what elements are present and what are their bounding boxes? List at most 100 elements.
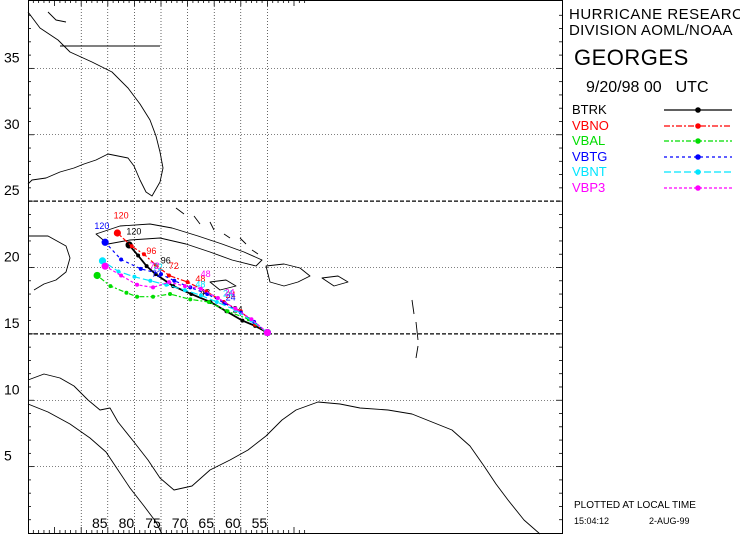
lesser-antilles — [411, 299, 419, 359]
track-line-vbp3 — [104, 265, 268, 334]
track-point-vbp3 — [233, 306, 238, 311]
track-line-vbno — [116, 232, 268, 334]
legend-label: BTRK — [572, 102, 607, 117]
us-coastline — [27, 11, 164, 197]
track-map: 244896120244872961202472120244872244872 … — [4, 0, 563, 535]
forecast-tracks: 244896120244872961202472120244872244872 — [93, 210, 271, 337]
legend-label: VBAL — [572, 133, 606, 148]
lon-tick-label: 80 — [119, 515, 135, 531]
track-vbnt: 24 48 72 — [98, 257, 271, 337]
track-hour-label-vbtg: 72 — [152, 269, 162, 279]
legend-swatch — [664, 107, 732, 113]
track-point-vbnt — [116, 269, 121, 274]
lat-tick-label: 35 — [4, 49, 20, 65]
bahamas-islands — [175, 207, 259, 255]
track-hour-label-vbp3: 48 — [201, 269, 211, 279]
legend-swatch — [664, 169, 732, 175]
track-point-vbal — [168, 292, 173, 297]
track-point-vbp3 — [151, 285, 156, 290]
track-hour-label-btrk: 96 — [161, 256, 171, 266]
org-line-2: DIVISION AOML/NOAA — [569, 22, 733, 39]
track-point-vbal — [206, 300, 211, 305]
track-point-vbtg — [159, 272, 163, 277]
track-point-vbal — [108, 284, 113, 289]
track-point-vbno — [129, 244, 134, 249]
track-hour-label-vbp3: 72 — [150, 261, 160, 271]
track-hour-label-vbno: 24 — [226, 290, 236, 300]
jamaica-coastline — [209, 279, 237, 291]
run-time: 15:04:12 — [574, 516, 610, 526]
legend-swatch — [664, 138, 732, 144]
legend-label: VBNO — [572, 117, 609, 133]
track-point-vbno — [185, 280, 190, 285]
run-date: 2-AUG-99 — [649, 516, 690, 526]
map-axis-labels: 85 80 75 70 65 60 55 35 30 25 20 15 10 5 — [4, 49, 267, 531]
plotted-note: PLOTTED AT LOCAL TIME — [574, 500, 696, 511]
great-lakes-border — [47, 11, 160, 47]
track-hour-label-vbnt: 72 — [153, 262, 163, 272]
track-hour-label-vbno: 48 — [195, 274, 205, 284]
track-vbp3: 24 48 72 — [101, 261, 271, 337]
lat-tick-label: 30 — [4, 116, 20, 132]
track-point-vbtg — [138, 266, 143, 271]
track-hour-label-vbp3: 24 — [225, 287, 235, 297]
track-point-vbal — [93, 271, 101, 280]
lat-tick-label: 5 — [4, 448, 12, 464]
org-line-1: HURRICANE RESEARCH — [569, 6, 740, 23]
track-hour-label-vbnt: 24 — [223, 289, 233, 299]
timezone-label: UTC — [675, 79, 709, 96]
track-line-vbtg — [104, 241, 268, 334]
track-point-vbp3 — [215, 296, 220, 301]
legend-swatch-dot — [695, 138, 701, 144]
legend-label: VBNT — [572, 164, 607, 179]
track-point-vbnt — [98, 257, 107, 265]
map-grid — [28, 0, 562, 533]
legend-swatch-dot — [695, 184, 701, 191]
legend-item-vbno: VBNO — [572, 118, 737, 134]
central-america-coastline — [27, 373, 541, 535]
track-point-vbal — [135, 294, 140, 299]
legend-label: VBP3 — [572, 179, 606, 195]
lat-tick-label: 20 — [4, 249, 20, 265]
legend-swatch — [664, 153, 732, 160]
track-point-vbp3 — [101, 262, 109, 270]
track-hour-label-vbtg: 24 — [226, 293, 236, 303]
legend-item-vbnt: VBNT — [572, 164, 737, 180]
legend-item-vbp3: VBP3 — [572, 180, 737, 196]
track-point-vbtg — [101, 238, 109, 246]
central-america-pacific — [27, 403, 163, 535]
puerto-rico-coastline — [321, 275, 349, 287]
track-point-vbp3 — [119, 273, 124, 278]
lon-tick-label: 65 — [198, 515, 214, 531]
coastlines — [27, 11, 541, 535]
track-point-vbp3 — [263, 328, 271, 337]
track-hour-label-vbno: 72 — [169, 261, 179, 271]
storm-name: GEORGES — [574, 45, 689, 70]
legend-label: VBTG — [572, 148, 608, 164]
track-point-vbp3 — [182, 284, 187, 289]
legend-swatch-dot — [695, 169, 701, 175]
track-point-vbp3 — [249, 317, 254, 322]
track-point-vbal — [225, 309, 230, 314]
track-point-vbal — [188, 297, 193, 302]
lon-tick-label: 60 — [225, 515, 241, 531]
track-point-btrk — [144, 264, 149, 269]
track-point-vbnt — [148, 278, 153, 283]
map-frame — [28, 0, 563, 534]
forecast-datetime: 9/20/98 00 UTC — [586, 79, 709, 97]
track-point-vbp3 — [166, 280, 171, 285]
track-point-vbno — [153, 262, 158, 267]
lon-tick-label: 55 — [252, 515, 268, 531]
track-point-vbtg — [119, 257, 124, 262]
track-hour-label-vbnt: 48 — [195, 279, 205, 289]
legend-swatch — [664, 184, 732, 191]
legend-swatch-dot — [695, 107, 701, 113]
yucatan-coastline — [28, 235, 71, 291]
legend-swatch — [664, 122, 732, 129]
track-point-vbno — [113, 229, 121, 237]
track-point-vbnt — [182, 288, 187, 293]
track-point-btrk — [240, 318, 245, 323]
track-vbtg: 24 72 120 — [94, 221, 271, 337]
lon-tick-label: 70 — [172, 515, 188, 531]
track-point-vbtg — [172, 278, 177, 283]
